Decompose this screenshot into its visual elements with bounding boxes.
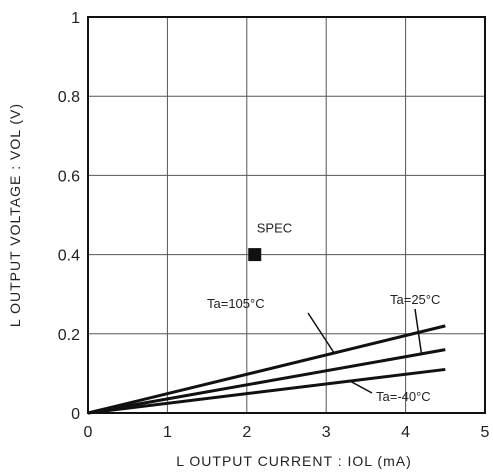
x-tick-label-4: 4 [401, 424, 410, 441]
y-tick-labels: 0 0.2 0.4 0.6 0.8 1 [58, 10, 80, 423]
series-label-ta-minus40: Ta=-40°C [376, 389, 431, 404]
x-tick-label-0: 0 [84, 424, 93, 441]
y-tick-label-1: 0.2 [58, 327, 80, 344]
y-tick-label-3: 0.6 [58, 168, 80, 185]
x-axis-title: L OUTPUT CURRENT : IOL (mA) [176, 453, 411, 469]
series-label-ta-105: Ta=105°C [207, 296, 265, 311]
leader-line-0 [307, 312, 335, 354]
x-tick-label-2: 2 [242, 424, 251, 441]
x-tick-label-1: 1 [163, 424, 172, 441]
leader-line-1 [414, 308, 423, 354]
y-tick-label-4: 0.8 [58, 89, 80, 106]
series-label-leaders [307, 308, 423, 394]
series-label-ta-25: Ta=25°C [390, 292, 440, 307]
y-tick-label-0: 0 [71, 406, 80, 423]
series-line-1 [87, 348, 446, 415]
leader-line-2 [349, 380, 373, 394]
y-tick-label-5: 1 [71, 10, 80, 27]
y-tick-label-2: 0.4 [58, 248, 80, 265]
x-tick-label-5: 5 [481, 424, 490, 441]
x-tick-labels: 0 1 2 3 4 5 [84, 424, 490, 441]
y-axis-title: L OUTPUT VOLTAGE : VOL (V) [7, 103, 23, 327]
spec-point-label: SPEC [257, 221, 292, 236]
plot-frame [87, 16, 486, 414]
spec-point-marker [248, 248, 262, 262]
series-line-2 [87, 367, 446, 415]
x-tick-label-3: 3 [322, 424, 331, 441]
series-line-0 [87, 324, 446, 415]
series-lines [87, 324, 446, 415]
